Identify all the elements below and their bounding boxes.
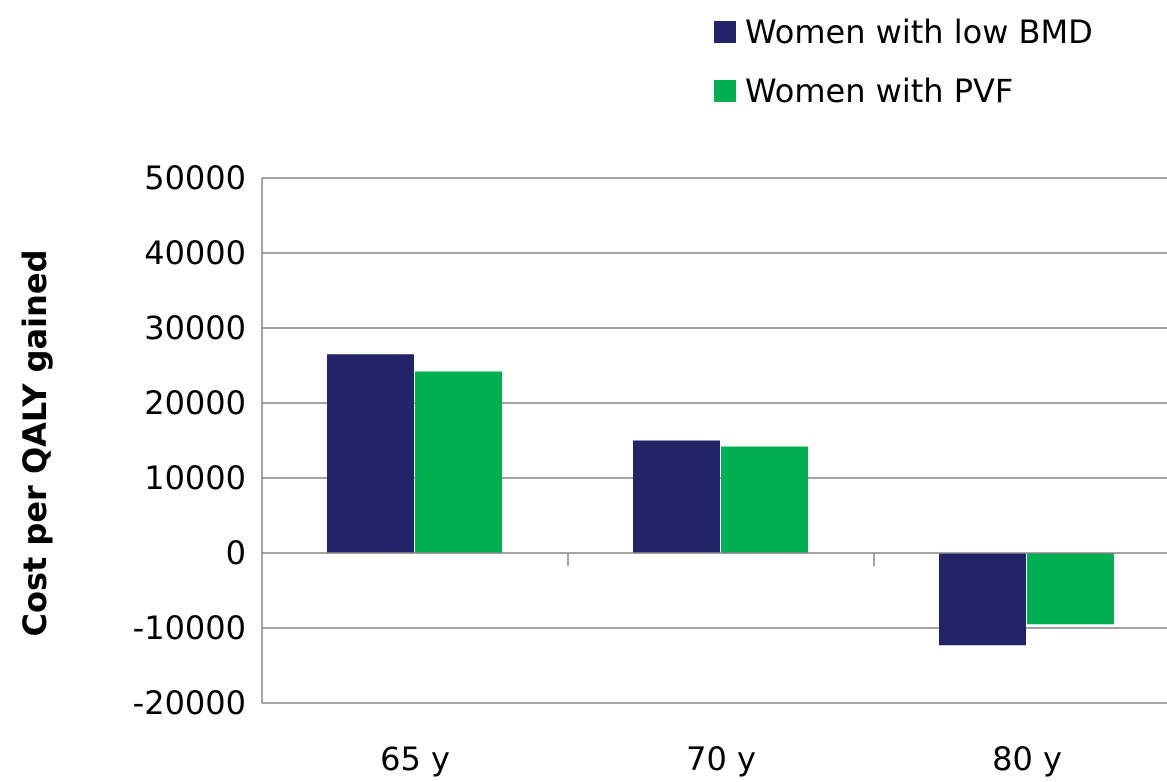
y-tick-label: 40000	[144, 234, 246, 272]
x-tick-label: 80 y	[992, 740, 1062, 778]
bar-80y-series-2	[1027, 553, 1114, 625]
bar-65y-series-2	[415, 371, 502, 553]
y-tick-label: -10000	[133, 609, 246, 647]
legend-swatch	[714, 80, 736, 102]
y-tick-label: 10000	[144, 459, 246, 497]
bar-70y-series-1	[633, 440, 720, 553]
bar-70y-series-2	[721, 446, 808, 553]
x-tick-labels: 65 y 70 y 80 y	[380, 740, 1062, 778]
y-tick-label: -20000	[133, 684, 246, 722]
legend: Women with low BMD Women with PVF	[714, 13, 1093, 110]
y-tick-label: 30000	[144, 309, 246, 347]
y-tick-label: 0	[226, 534, 246, 572]
x-tick-label: 70 y	[686, 740, 756, 778]
y-axis-title: Cost per QALY gained	[16, 249, 54, 636]
axes	[261, 178, 1167, 703]
y-tick-label: 20000	[144, 384, 246, 422]
legend-swatch	[714, 21, 736, 43]
bars	[327, 354, 1114, 646]
bar-65y-series-1	[327, 354, 414, 553]
legend-label: Women with PVF	[745, 72, 1013, 110]
x-tick-label: 65 y	[380, 740, 450, 778]
bar-80y-series-1	[939, 553, 1026, 646]
y-tick-label: 50000	[144, 159, 246, 197]
y-tick-labels: -20000 -10000 0 10000 20000 30000 40000 50000	[133, 159, 246, 722]
legend-label: Women with low BMD	[745, 13, 1093, 51]
